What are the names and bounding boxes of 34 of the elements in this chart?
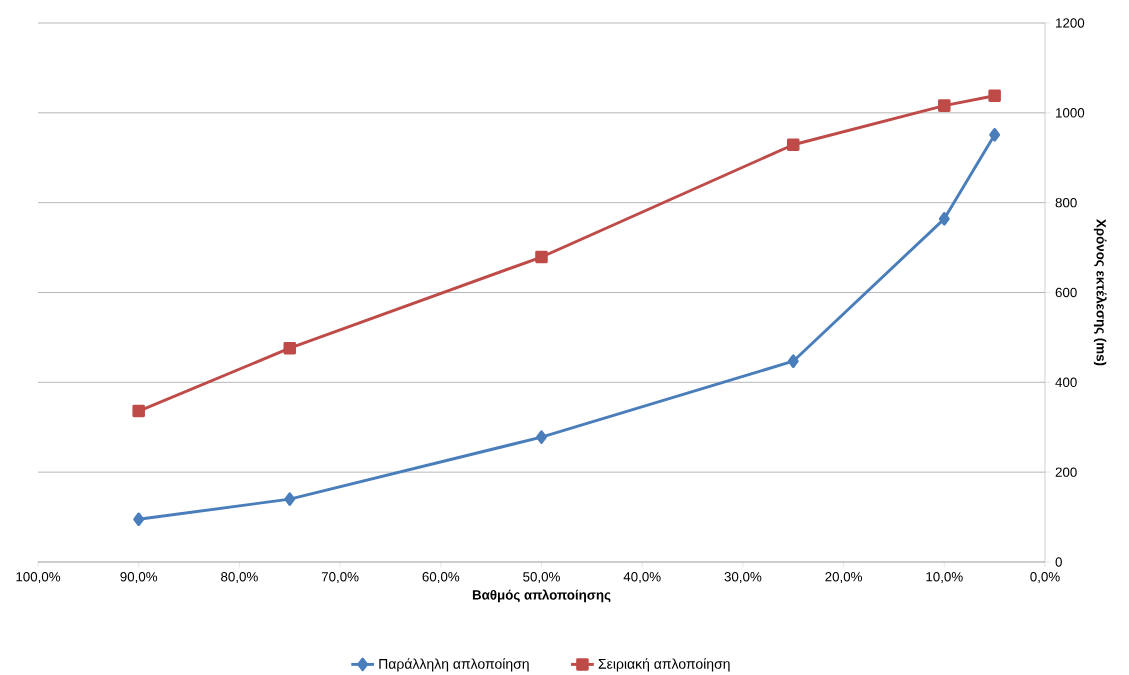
x-tick-label: 50,0% (523, 572, 560, 584)
x-tick-label: 90,0% (120, 572, 158, 584)
y-tick-label: 800 (1055, 197, 1077, 208)
x-tick-label: 100,0% (16, 572, 61, 584)
x-tick-label: 0,0% (1030, 572, 1060, 584)
point (535, 250, 548, 264)
x-tick-label: 80,0% (221, 572, 258, 584)
point (132, 404, 145, 418)
y-tick-label: 200 (1055, 467, 1077, 477)
x-tick-label: 40,0% (623, 572, 661, 584)
y-tick-label: 600 (1055, 287, 1077, 298)
x-tick-label: 10,0% (926, 572, 963, 584)
point (536, 430, 547, 444)
point (786, 138, 800, 151)
point (938, 99, 951, 112)
x-tick-label: 60,0% (422, 572, 460, 584)
legend-label: Παράλληλη απλοποίηση (379, 658, 529, 672)
x-axis-title: Βαθμός απλοποίησης (472, 589, 611, 603)
point (284, 492, 296, 506)
x-tick-label: 20,0% (825, 572, 863, 584)
legend-label: Σειριακή απλοποίηση (598, 658, 730, 672)
y-tick-label: 0 (1055, 557, 1062, 567)
point (283, 341, 297, 355)
y-tick-label: 1200 (1056, 18, 1085, 28)
point (988, 89, 1001, 103)
y-axis-title: Χρόνος εκτέλεσης (ms) (1093, 219, 1107, 366)
point (133, 512, 145, 527)
x-tick-label: 30,0% (724, 572, 762, 584)
point (938, 212, 950, 226)
y-tick-label: 1000 (1056, 108, 1085, 118)
point (787, 354, 799, 369)
point (989, 128, 1001, 142)
y-tick-label: 400 (1055, 377, 1077, 388)
x-tick-label: 70,0% (321, 572, 359, 584)
